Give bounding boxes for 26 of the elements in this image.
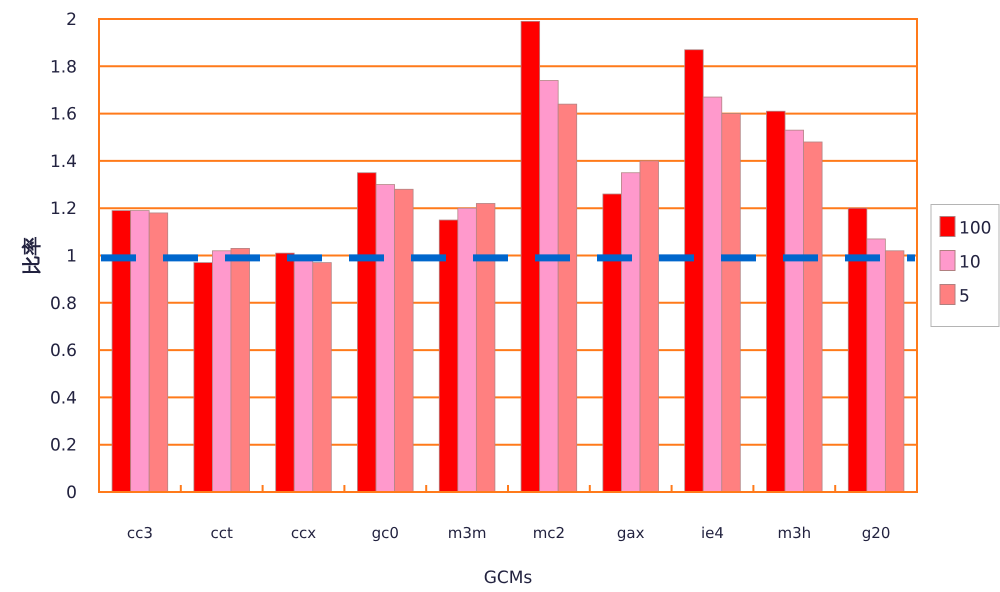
legend-label: 10 — [959, 252, 981, 272]
x-tick-label: gax — [616, 524, 645, 542]
y-tick-label: 1.8 — [50, 57, 77, 78]
x-tick-label: mc2 — [532, 524, 566, 542]
legend-label: 5 — [959, 286, 970, 306]
x-tick-label: ie4 — [701, 524, 724, 542]
y-tick-label: 1.2 — [50, 199, 77, 220]
y-tick-label: 0 — [66, 483, 77, 503]
x-tick-label: gc0 — [372, 524, 399, 542]
y-tick-label: 0.4 — [50, 388, 77, 408]
x-tick-label: m3h — [777, 524, 812, 542]
x-axis-title: GCMs — [484, 568, 532, 588]
y-tick-label: 1.6 — [50, 104, 77, 125]
y-tick-label: 1.4 — [50, 152, 77, 172]
y-tick-label: 0.6 — [50, 341, 77, 362]
y-axis-title: 比率 — [21, 236, 43, 274]
x-tick-label: m3m — [448, 524, 486, 542]
x-tick-label: cct — [210, 524, 233, 542]
y-tick-label: 2 — [66, 10, 77, 30]
y-tick-label: 0.2 — [50, 436, 77, 456]
y-tick-label: 0.8 — [50, 294, 77, 314]
x-tick-label: ccx — [290, 524, 316, 542]
y-tick-label: 1 — [66, 246, 77, 266]
x-tick-label: g20 — [862, 524, 890, 542]
x-tick-label: cc3 — [126, 524, 153, 542]
legend-label: 100 — [959, 218, 992, 238]
